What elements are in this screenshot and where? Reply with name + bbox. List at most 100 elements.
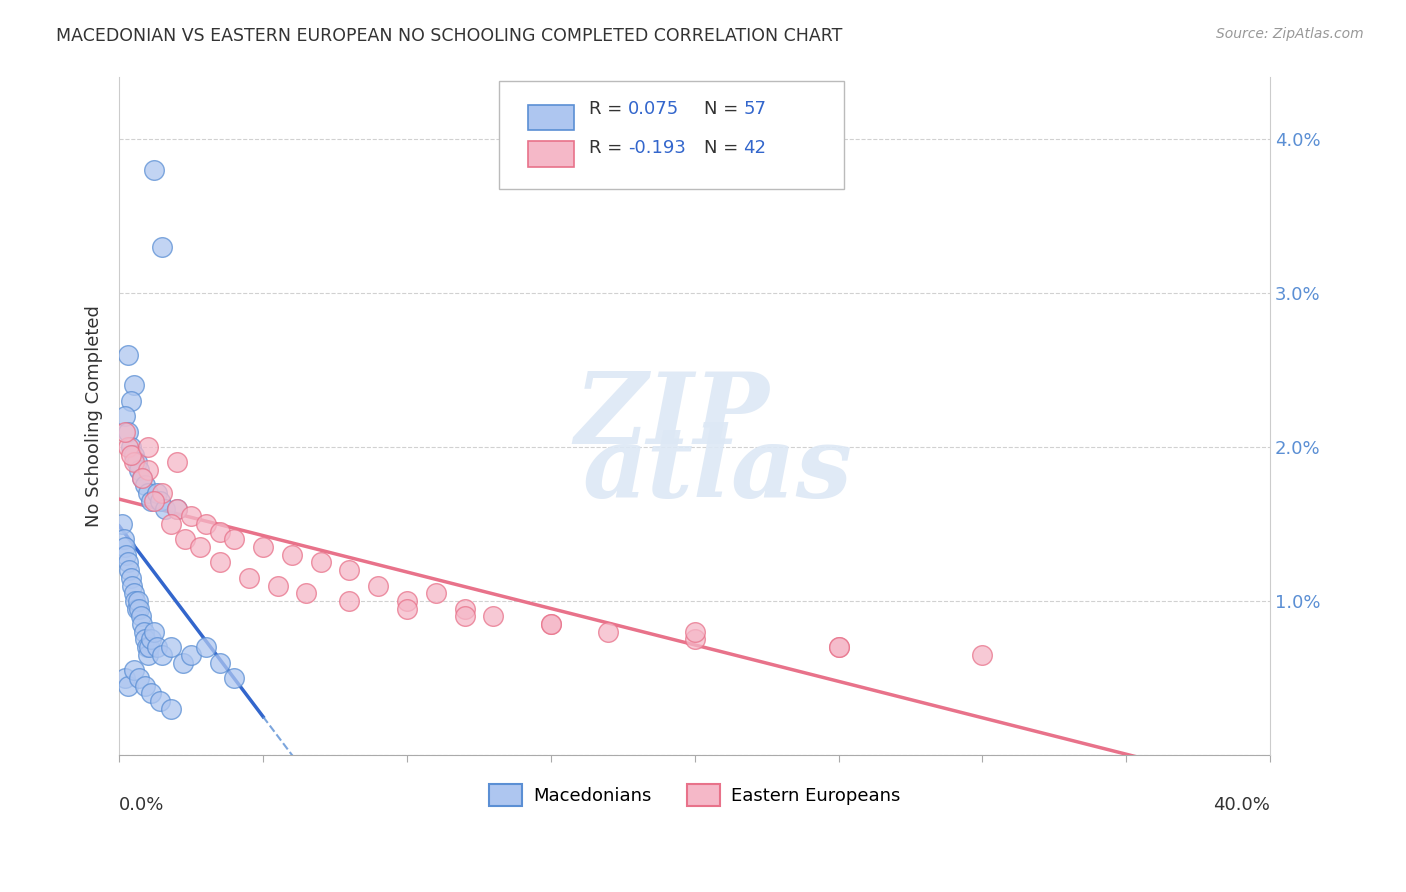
Point [142,162,165,177]
FancyBboxPatch shape [527,104,574,130]
Point [145,486,167,500]
Point [111,516,134,531]
Point [194,640,217,654]
Point [120,571,142,585]
Point [112,533,135,547]
Point [395,594,418,608]
Point [122,586,145,600]
Point [115,548,138,562]
FancyBboxPatch shape [499,81,845,189]
FancyBboxPatch shape [527,141,574,167]
Point [117,440,139,454]
Text: R =: R = [589,100,628,119]
Point [166,455,188,469]
Point [132,624,155,639]
Text: 40.0%: 40.0% [1213,796,1270,814]
Point [139,632,162,647]
Point [160,702,183,716]
Point [152,240,174,254]
Point [125,601,148,615]
Text: 0.075: 0.075 [628,100,679,119]
Point [194,516,217,531]
Point [188,540,211,554]
Point [238,571,260,585]
Point [540,617,562,632]
Point [142,493,165,508]
Point [125,455,148,469]
Point [117,348,139,362]
Point [120,440,142,454]
Point [160,516,183,531]
Text: atlas: atlas [582,422,853,518]
Point [339,563,361,577]
Point [114,671,136,685]
Text: 42: 42 [744,139,766,157]
Point [453,609,475,624]
Point [131,471,153,485]
Point [114,425,136,439]
Point [128,671,150,685]
Point [114,540,136,554]
Point [122,663,145,677]
Point [172,656,194,670]
Text: -0.193: -0.193 [628,139,686,157]
Point [208,656,231,670]
Point [142,624,165,639]
Point [208,556,231,570]
Point [131,471,153,485]
Point [598,624,620,639]
Point [224,671,246,685]
Point [124,594,146,608]
Point [367,578,389,592]
Point [136,648,159,662]
Point [972,648,994,662]
Text: Source: ZipAtlas.com: Source: ZipAtlas.com [1216,27,1364,41]
Point [827,640,849,654]
Text: 57: 57 [744,100,766,119]
Point [166,501,188,516]
Point [122,378,145,392]
Point [134,679,156,693]
Text: ZIP: ZIP [574,368,769,465]
Y-axis label: No Schooling Completed: No Schooling Completed [86,305,103,527]
Point [683,624,706,639]
Point [122,455,145,469]
Point [121,578,143,592]
Point [136,486,159,500]
Point [136,440,159,454]
Point [148,694,170,708]
Point [135,640,157,654]
Point [117,679,139,693]
Point [252,540,274,554]
Point [128,463,150,477]
Point [309,556,332,570]
Point [117,556,139,570]
Point [482,609,505,624]
Point [180,509,202,524]
Point [180,648,202,662]
Point [114,409,136,424]
Point [152,648,174,662]
Point [295,586,318,600]
Point [224,533,246,547]
Point [134,478,156,492]
Point [453,601,475,615]
Point [281,548,304,562]
Point [148,493,170,508]
Point [118,563,141,577]
Legend: Macedonians, Eastern Europeans: Macedonians, Eastern Europeans [482,777,907,814]
Point [339,594,361,608]
Text: N =: N = [704,139,744,157]
Point [138,640,160,654]
Point [152,486,174,500]
Point [160,640,183,654]
Point [127,594,149,608]
Point [174,533,197,547]
Point [827,640,849,654]
Point [128,601,150,615]
Point [425,586,447,600]
Point [395,601,418,615]
Point [166,501,188,516]
Point [155,501,177,516]
Text: MACEDONIAN VS EASTERN EUROPEAN NO SCHOOLING COMPLETED CORRELATION CHART: MACEDONIAN VS EASTERN EUROPEAN NO SCHOOL… [56,27,842,45]
